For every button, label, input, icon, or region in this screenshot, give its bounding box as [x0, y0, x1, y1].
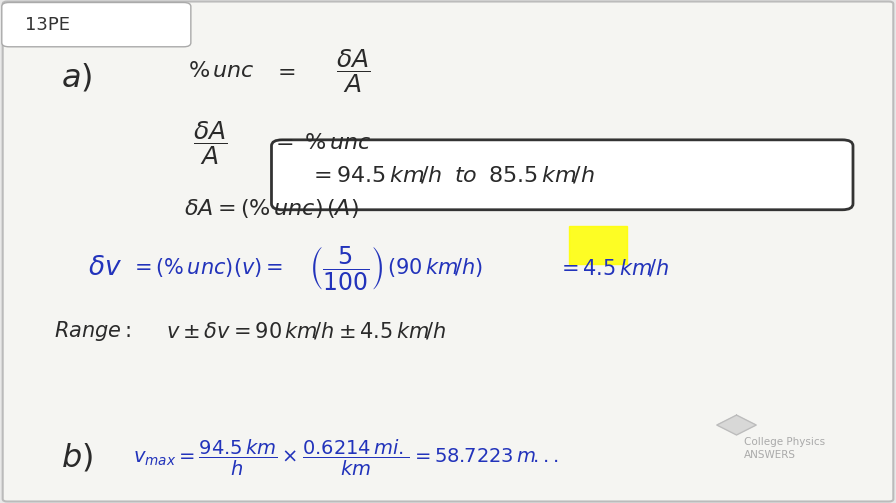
- Text: $\left(\dfrac{5}{100}\right)$: $\left(\dfrac{5}{100}\right)$: [309, 243, 383, 292]
- Text: $Range:$: $Range:$: [54, 319, 131, 343]
- Text: $= 94.5\,km\!/h \;\; to \;\; 85.5\,km\!/h$: $= 94.5\,km\!/h \;\; to \;\; 85.5\,km\!/…: [309, 164, 595, 186]
- FancyBboxPatch shape: [271, 140, 853, 210]
- Text: $a)$: $a)$: [61, 62, 92, 94]
- Text: $= 4.5\,km\!/h$: $= 4.5\,km\!/h$: [557, 257, 669, 278]
- Text: $= (\%\,unc)(v) =$: $= (\%\,unc)(v) =$: [130, 256, 283, 279]
- Text: College Physics
ANSWERS: College Physics ANSWERS: [744, 437, 825, 460]
- Text: $(90\,km\!/h)$: $(90\,km\!/h)$: [387, 256, 483, 279]
- Polygon shape: [717, 415, 756, 435]
- FancyBboxPatch shape: [2, 3, 191, 47]
- Text: $\%\,unc$: $\%\,unc$: [188, 60, 255, 82]
- Text: $\dfrac{\delta A}{A}$: $\dfrac{\delta A}{A}$: [336, 47, 370, 96]
- FancyBboxPatch shape: [3, 2, 893, 501]
- Text: $v \pm \delta v = 90\,km\!/h \pm 4.5\,km\!/h$: $v \pm \delta v = 90\,km\!/h \pm 4.5\,km…: [166, 320, 446, 342]
- Text: $v_{max} = \dfrac{94.5\,km}{h} \times \dfrac{0.6214\,mi.}{km} = 58.7223\,m\!...$: $v_{max} = \dfrac{94.5\,km}{h} \times \d…: [133, 438, 558, 478]
- Text: $\delta v$: $\delta v$: [88, 255, 122, 280]
- Text: $=$: $=$: [273, 60, 296, 82]
- Text: $= \;\%\,unc$: $= \;\%\,unc$: [271, 132, 371, 154]
- Text: $b)$: $b)$: [61, 442, 93, 474]
- Text: 13PE: 13PE: [25, 16, 70, 34]
- Bar: [569, 226, 627, 264]
- Text: $\dfrac{\delta A}{A}$: $\dfrac{\delta A}{A}$: [193, 119, 227, 167]
- Text: $\delta A = (\%\,unc)\,(A)$: $\delta A = (\%\,unc)\,(A)$: [184, 197, 358, 220]
